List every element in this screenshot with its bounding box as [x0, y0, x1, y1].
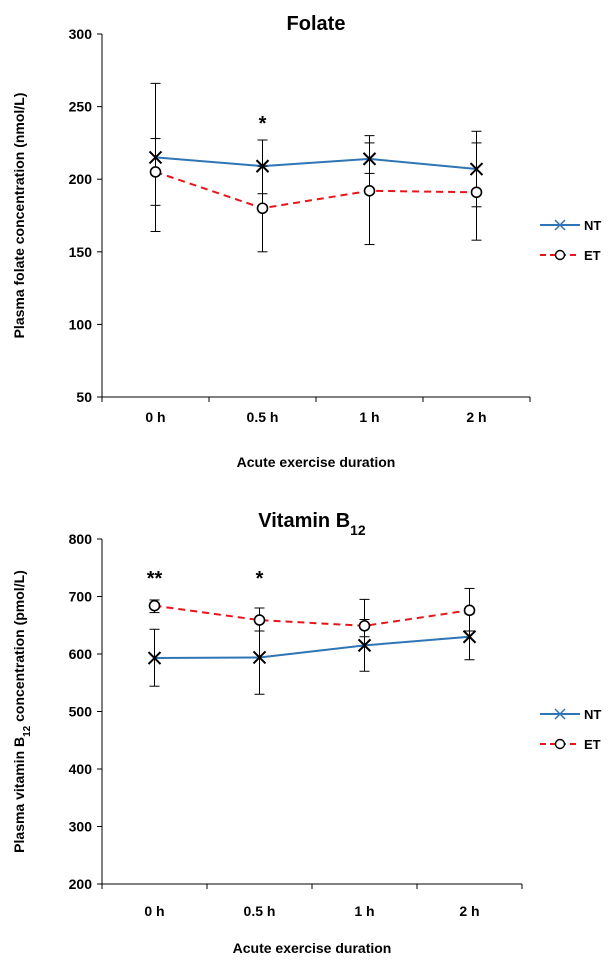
chart-title: Folate	[287, 13, 346, 35]
chart-title: Vitamin B12	[258, 510, 366, 538]
legend-item-NT: NT	[540, 218, 601, 233]
data-point-circle-marker	[470, 186, 483, 199]
y-tick-label: 150	[69, 244, 93, 260]
series-ET	[148, 587, 476, 638]
y-axis-label: Plasma folate concentration (nmol/L)	[11, 93, 27, 339]
legend-label: NT	[584, 707, 601, 722]
data-point-circle-marker	[253, 614, 266, 626]
legend-item-ET: ET	[540, 248, 601, 263]
chart-title-subscript: 12	[350, 522, 366, 538]
y-tick-label: 200	[69, 876, 93, 892]
data-point-circle-marker	[358, 620, 371, 632]
data-point-circle-marker	[463, 604, 476, 617]
x-tick-label: 1 h	[359, 409, 379, 425]
data-point-x-marker	[462, 630, 477, 644]
significance-marker: **	[147, 568, 163, 590]
x-tick-label: 0 h	[145, 409, 165, 425]
y-axis-label-text: Plasma folate concentration (nmol/L)	[11, 93, 27, 339]
y-tick-label: 250	[69, 99, 93, 115]
x-tick-label: 2 h	[466, 409, 486, 425]
y-axis-label-rest: concentration (pmol/L)	[11, 570, 27, 726]
series-line	[154, 635, 470, 659]
data-point-circle-marker	[256, 202, 269, 215]
legend-circle-marker	[554, 249, 566, 261]
y-tick-label: 300	[69, 26, 93, 42]
legend-circle-marker	[554, 738, 566, 750]
y-axis-label-text: Plasma vitamin B	[11, 737, 27, 853]
x-tick-label: 0.5 h	[247, 409, 279, 425]
x-tick-label: 0 h	[144, 903, 164, 919]
series-NT	[148, 130, 484, 208]
data-point-x-marker	[252, 650, 267, 665]
legend-label: NT	[584, 218, 601, 233]
series-line	[155, 156, 477, 170]
y-tick-label: 800	[69, 531, 93, 547]
chart-title-text: Vitamin B	[258, 510, 350, 532]
data-point-circle-marker	[148, 599, 161, 612]
data-point-x-marker	[147, 651, 162, 665]
legend-x-marker	[554, 219, 566, 231]
y-tick-label: 400	[69, 761, 93, 777]
legend-item-ET: ET	[540, 737, 601, 752]
x-axis-label: Acute exercise duration	[237, 454, 396, 470]
y-tick-label: 500	[69, 704, 93, 720]
x-tick-label: 0.5 h	[244, 903, 276, 919]
y-axis-label-subscript: 12	[22, 725, 33, 737]
x-tick-label: 1 h	[354, 903, 374, 919]
x-axis-label: Acute exercise duration	[233, 940, 392, 956]
y-tick-label: 50	[76, 389, 92, 405]
y-tick-label: 600	[69, 646, 93, 662]
legend-label: ET	[584, 737, 601, 752]
chart-title-text: Folate	[287, 13, 346, 35]
significance-marker: *	[259, 113, 267, 135]
series-line	[154, 604, 470, 627]
y-tick-label: 700	[69, 589, 93, 605]
chart-0: Folate 50 100 150 200 250 300 0 h 0.5 h 1 h 2 h Acu…	[11, 13, 601, 470]
legend-item-NT: NT	[540, 707, 601, 722]
y-tick-label: 100	[69, 316, 93, 332]
legend-x-marker	[554, 708, 566, 720]
y-tick-label: 300	[69, 819, 93, 835]
series-NT	[147, 613, 477, 695]
y-axis-label: Plasma vitamin B12 concentration (pmol/L…	[11, 570, 33, 853]
series-ET	[149, 82, 483, 253]
data-point-x-marker	[357, 638, 372, 653]
x-tick-label: 2 h	[459, 903, 479, 919]
significance-marker: *	[256, 568, 264, 590]
data-point-circle-marker	[149, 166, 162, 178]
y-tick-label: 200	[69, 171, 93, 187]
data-point-circle-marker	[363, 185, 376, 197]
series-line	[155, 170, 477, 210]
legend-label: ET	[584, 248, 601, 263]
